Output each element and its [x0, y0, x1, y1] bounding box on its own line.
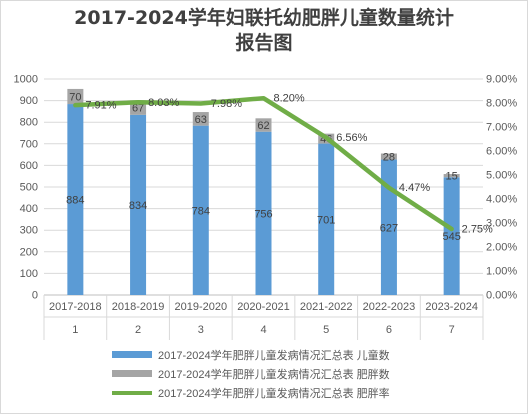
- bar-obese-count: [443, 174, 460, 178]
- bar-obese-count-label: 62: [257, 120, 269, 132]
- x-tick-index: 3: [198, 324, 204, 336]
- y-right-tick-label: 5.00%: [486, 170, 517, 182]
- bar-children-count-label: 701: [317, 214, 335, 226]
- bar-children-count-label: 627: [380, 222, 398, 234]
- bar-children-count: [192, 125, 209, 295]
- y-left-tick-label: 700: [20, 138, 38, 150]
- bar-obese-count: [192, 112, 209, 126]
- x-tick-label: 2021-2022: [300, 301, 353, 313]
- legend-label: 2017-2024学年肥胖儿童发病情况汇总表 儿童数: [158, 348, 390, 362]
- y-right-tick-label: 6.00%: [486, 146, 517, 158]
- legend-label: 2017-2024学年肥胖儿童发病情况汇总表 肥胖率: [158, 386, 390, 400]
- bar-children-count: [130, 114, 147, 295]
- bar-children-count-label: 884: [66, 195, 84, 207]
- y-right-tick-label: 9.00%: [486, 74, 517, 86]
- obesity-rate-line: [73, 95, 454, 232]
- y-left-tick-label: 800: [20, 117, 38, 129]
- legend-label: 2017-2024学年肥胖儿童发病情况汇总表 肥胖数: [158, 367, 390, 381]
- obesity-rate-label: 6.56%: [336, 132, 367, 144]
- bar-children-count: [67, 104, 84, 295]
- obesity-rate-label: 7.98%: [211, 98, 242, 110]
- chart-title-line-1: 2017-2024学年妇联托幼肥胖儿童数量统计: [74, 7, 454, 29]
- bar-obese-count-label: 15: [446, 171, 458, 183]
- obesity-rate-label: 7.91%: [85, 100, 116, 112]
- bar-children-count: [380, 159, 397, 295]
- x-tick-index: 1: [72, 324, 78, 336]
- x-tick-label: 2023-2024: [425, 301, 478, 313]
- bar-children-count-label: 756: [254, 208, 272, 220]
- y-right-tick-label: 4.00%: [486, 194, 517, 206]
- chart-title-line-2: 报告图: [235, 32, 293, 54]
- x-tick-index: 7: [449, 324, 455, 336]
- y-left-tick-label: 100: [20, 268, 38, 280]
- obesity-rate-label: 8.20%: [274, 93, 305, 105]
- y-left-tick-label: 1000: [14, 74, 38, 86]
- bar-children-count: [255, 131, 272, 295]
- y-left-tick-label: 500: [20, 182, 38, 194]
- x-tick-index: 2: [135, 324, 141, 336]
- x-tick-label: 2017-2018: [49, 301, 102, 313]
- chart-title: 2017-2024学年妇联托幼肥胖儿童数量统计 报告图: [0, 6, 528, 56]
- y-right-tick-label: 0.00%: [486, 290, 517, 302]
- x-tick-label: 2018-2019: [112, 301, 165, 313]
- y-right-tick-label: 7.00%: [486, 122, 517, 134]
- obesity-rate-label: 4.47%: [399, 182, 430, 194]
- bar-obese-count: [67, 88, 84, 105]
- y-left-tick-label: 0: [32, 290, 38, 302]
- x-tick-label: 2022-2023: [363, 301, 416, 313]
- bar-children-count-label: 545: [442, 231, 460, 243]
- obesity-rate-label: 2.75%: [462, 224, 493, 236]
- legend-swatch-obese-count: [112, 370, 152, 377]
- bar-children-count-label: 784: [192, 205, 210, 217]
- bar-obese-count: [255, 118, 272, 132]
- x-tick-label: 2019-2020: [174, 301, 227, 313]
- bar-obese-count-label: 70: [69, 91, 81, 103]
- y-left-tick-label: 300: [20, 225, 38, 237]
- x-tick-index: 6: [386, 324, 392, 336]
- x-tick-index: 4: [260, 324, 266, 336]
- y-left-tick-label: 900: [20, 95, 38, 107]
- bar-obese-count-label: 63: [195, 114, 207, 126]
- x-tick-index: 5: [323, 324, 329, 336]
- y-left-tick-label: 600: [20, 160, 38, 172]
- y-right-tick-label: 2.00%: [486, 242, 517, 254]
- obesity-rate-label: 8.03%: [148, 97, 179, 109]
- legend-swatch-children-count: [112, 351, 152, 358]
- y-right-tick-label: 8.00%: [486, 98, 517, 110]
- bar-obese-count: [380, 153, 397, 160]
- x-tick-label: 2020-2021: [237, 301, 290, 313]
- bar-obese-count-label: 28: [383, 152, 395, 164]
- y-right-tick-label: 1.00%: [486, 266, 517, 278]
- bar-children-count-label: 834: [129, 200, 147, 212]
- bar-obese-count-label: 67: [132, 103, 144, 115]
- y-left-tick-label: 400: [20, 203, 38, 215]
- bar-children-count: [318, 143, 335, 295]
- y-left-tick-label: 200: [20, 246, 38, 258]
- bar-children-count: [443, 177, 460, 295]
- y-right-tick-label: 3.00%: [486, 218, 517, 230]
